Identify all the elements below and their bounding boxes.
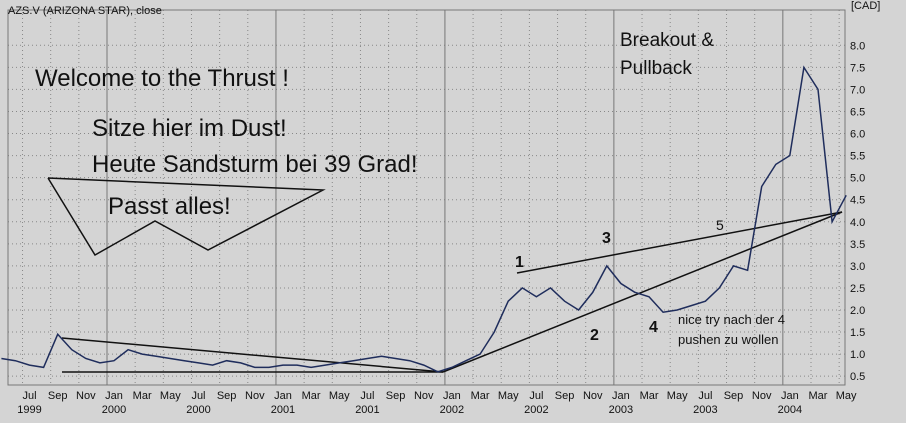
- x-year-label: 2001: [271, 404, 295, 416]
- y-tick-label: 1.5: [850, 327, 865, 339]
- x-year-label: 2001: [355, 404, 379, 416]
- y-tick-label: 8.0: [850, 40, 865, 52]
- trend-line: [442, 211, 843, 373]
- x-year-label: 2000: [102, 404, 126, 416]
- x-tick-label: Mar: [471, 390, 490, 402]
- y-tick-label: 3.0: [850, 261, 865, 273]
- annotation: Heute Sandsturm bei 39 Grad!: [92, 151, 418, 178]
- x-tick-label: Nov: [414, 390, 434, 402]
- x-tick-label: Mar: [640, 390, 659, 402]
- x-tick-label: Jan: [274, 390, 292, 402]
- x-tick-label: Nov: [245, 390, 265, 402]
- y-tick-label: 3.5: [850, 239, 865, 251]
- x-tick-label: Jul: [191, 390, 205, 402]
- y-tick-label: 6.0: [850, 129, 865, 141]
- x-year-label: 1999: [17, 404, 41, 416]
- x-year-label: 2002: [524, 404, 548, 416]
- y-tick-label: 7.0: [850, 84, 865, 96]
- chart-title: AZS.V (ARIZONA STAR), close: [8, 5, 162, 17]
- x-tick-label: Mar: [809, 390, 828, 402]
- y-tick-label: 2.5: [850, 283, 865, 295]
- x-year-label: 2003: [693, 404, 717, 416]
- x-tick-label: May: [836, 390, 857, 402]
- x-tick-label: May: [160, 390, 181, 402]
- trend-line: [61, 337, 444, 373]
- annotation: 2: [590, 327, 599, 344]
- annotation: Pullback: [620, 58, 692, 79]
- x-year-label: 2004: [778, 404, 802, 416]
- grid: [8, 10, 845, 385]
- x-tick-label: Sep: [217, 390, 237, 402]
- x-tick-label: Jan: [443, 390, 461, 402]
- y-tick-label: 4.5: [850, 195, 865, 207]
- annotation: 1: [515, 254, 524, 271]
- annotation: 3: [602, 230, 611, 247]
- x-tick-label: Mar: [133, 390, 152, 402]
- annotation: Passt alles!: [108, 193, 231, 220]
- x-tick-label: Nov: [752, 390, 772, 402]
- y-tick-label: 6.5: [850, 106, 865, 118]
- x-tick-label: Sep: [724, 390, 744, 402]
- x-tick-label: Jan: [105, 390, 123, 402]
- y-tick-label: 2.0: [850, 305, 865, 317]
- annotation: Welcome to the Thrust !: [35, 65, 289, 92]
- y-tick-label: 0.5: [850, 371, 865, 383]
- y-tick-label: 4.0: [850, 217, 865, 229]
- x-tick-label: Jul: [22, 390, 36, 402]
- triangle-drawing: [47, 177, 326, 257]
- x-tick-label: Jul: [529, 390, 543, 402]
- x-tick-label: Nov: [76, 390, 96, 402]
- annotation: pushen zu wollen: [678, 332, 778, 347]
- x-year-label: 2003: [609, 404, 633, 416]
- trend-lines: [47, 177, 843, 373]
- x-tick-label: Sep: [386, 390, 406, 402]
- annotation: 4: [649, 319, 658, 336]
- x-tick-label: May: [329, 390, 350, 402]
- unit-label: [CAD]: [851, 0, 880, 12]
- annotation: 5: [716, 217, 724, 233]
- y-tick-label: 7.5: [850, 62, 865, 74]
- x-tick-label: Sep: [48, 390, 68, 402]
- annotation: Breakout &: [620, 30, 714, 51]
- x-tick-label: May: [667, 390, 688, 402]
- x-tick-label: May: [498, 390, 519, 402]
- y-tick-label: 5.0: [850, 173, 865, 185]
- trend-line: [516, 211, 843, 274]
- x-year-label: 2000: [186, 404, 210, 416]
- x-tick-label: Jan: [781, 390, 799, 402]
- y-tick-label: 5.5: [850, 151, 865, 163]
- x-year-label: 2002: [440, 404, 464, 416]
- x-tick-label: Jul: [360, 390, 374, 402]
- x-tick-label: Mar: [302, 390, 321, 402]
- y-tick-label: 1.0: [850, 349, 865, 361]
- x-tick-label: Nov: [583, 390, 603, 402]
- annotation: nice try nach der 4: [678, 312, 785, 327]
- x-tick-label: Jul: [698, 390, 712, 402]
- x-tick-label: Jan: [612, 390, 630, 402]
- price-line: [1, 65, 847, 373]
- x-tick-label: Sep: [555, 390, 575, 402]
- annotation: Sitze hier im Dust!: [92, 115, 287, 142]
